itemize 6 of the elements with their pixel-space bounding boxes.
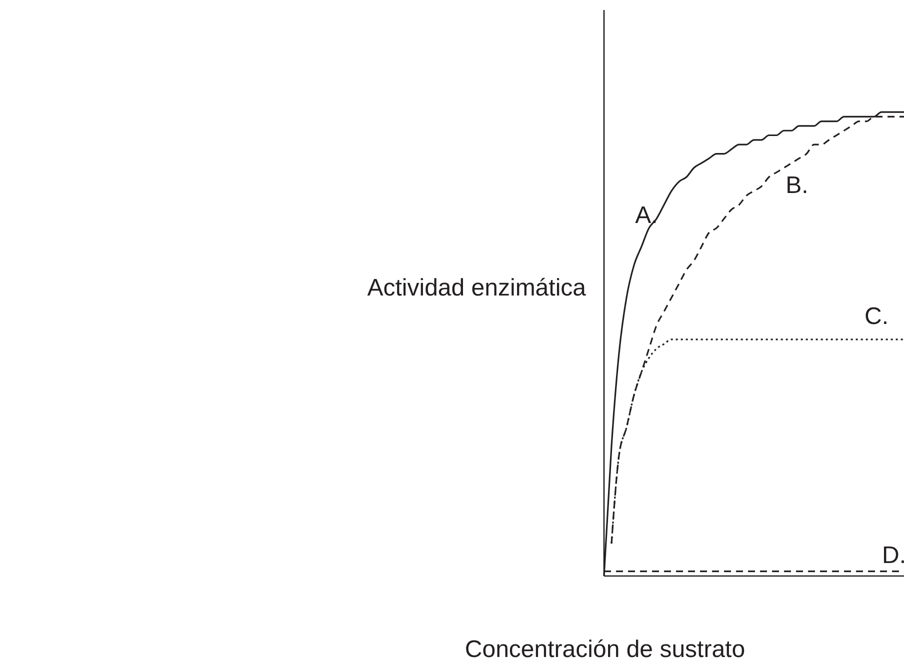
x-axis-title: Concentración de sustrato: [464, 636, 746, 664]
series-label: D.: [882, 542, 904, 569]
y-axis-title: Actividad enzimática: [367, 274, 587, 302]
series-label: B.: [786, 172, 808, 199]
series-label: C.: [864, 302, 888, 330]
series-label: A.: [635, 202, 658, 230]
